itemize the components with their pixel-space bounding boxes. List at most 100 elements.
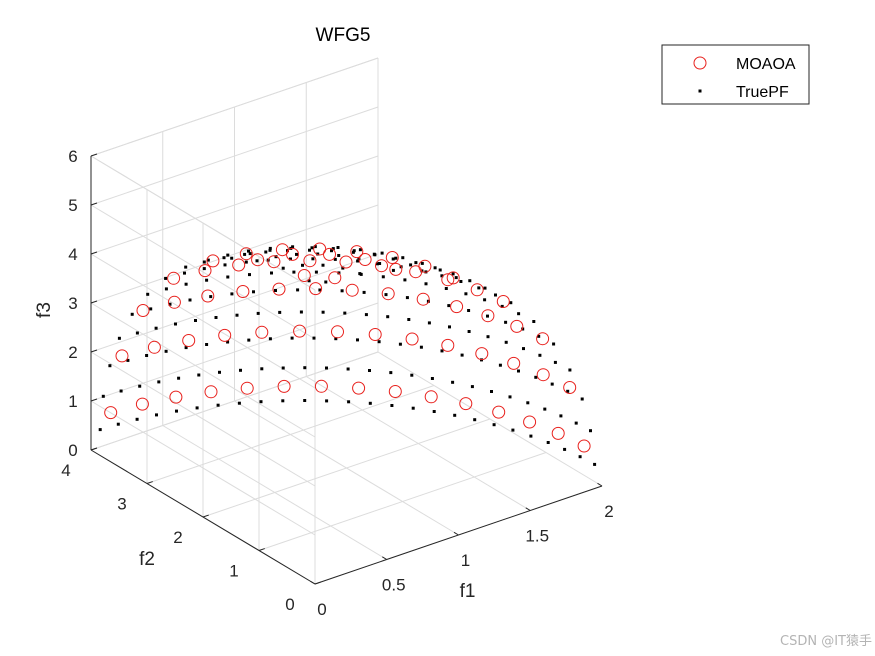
x-tick (597, 482, 603, 487)
z-tick (90, 398, 98, 402)
truepf-point (164, 349, 168, 353)
moaoa-point (441, 273, 455, 287)
truepf-point (321, 263, 325, 267)
grid-lines (90, 57, 603, 585)
truepf-point (334, 337, 338, 341)
z-tick (90, 300, 98, 304)
truepf-point (308, 248, 311, 252)
truepf-point (205, 343, 209, 346)
truepf-point (473, 418, 477, 422)
moaoa-point (331, 325, 344, 339)
truepf-point (310, 246, 314, 250)
x-tick-label: 0.5 (382, 576, 406, 595)
truepf-point (303, 399, 307, 402)
truepf-point (351, 250, 355, 254)
moaoa-point (536, 332, 550, 346)
moaoa-point (135, 397, 149, 411)
moaoa-point (267, 255, 281, 269)
grid-line (90, 204, 379, 304)
truepf-point (331, 247, 335, 251)
grid-line (202, 418, 491, 518)
truepf-point (494, 293, 497, 297)
grid-line (90, 106, 379, 206)
moaoa-point (293, 324, 307, 338)
truepf-point (149, 307, 153, 311)
grid-line (90, 155, 379, 255)
truepf-point (325, 399, 329, 403)
truepf-point (281, 399, 285, 403)
truepf-point (433, 266, 437, 270)
truepf-point (440, 349, 444, 353)
z-tick-label: 4 (68, 245, 77, 264)
truepf-point (206, 258, 210, 262)
grid-line (90, 302, 379, 402)
truepf-point (574, 421, 578, 425)
moaoa-point (492, 405, 506, 419)
truepf-point (117, 336, 121, 340)
truepf-point (391, 268, 395, 272)
truepf-point (274, 255, 278, 259)
moaoa-point (303, 254, 317, 268)
moaoa-point (313, 242, 327, 256)
truepf-point (247, 338, 251, 342)
moaoa-point (385, 251, 399, 264)
truepf-point (444, 287, 448, 290)
truepf-point (248, 252, 252, 256)
grid-line (90, 204, 316, 340)
moaoa-point (345, 283, 359, 297)
truepf-point (301, 263, 304, 267)
truepf-point (230, 292, 234, 296)
moaoa-point (389, 262, 403, 276)
moaoa-point (167, 271, 181, 285)
truepf-point (290, 336, 294, 340)
grid-line (90, 302, 316, 438)
legend-label-truepf: TruePF (736, 84, 789, 101)
x-tick (453, 531, 459, 536)
truepf-point (312, 336, 316, 340)
truepf-point (168, 302, 172, 306)
moaoa-point (309, 282, 323, 296)
legend-marker-moaoa (693, 56, 707, 70)
truepf-point (378, 262, 382, 265)
truepf-point (364, 313, 368, 317)
moaoa-point (536, 368, 550, 382)
truepf-point (209, 295, 213, 299)
x-tick-label: 0 (317, 600, 326, 619)
moaoa-point (182, 334, 196, 347)
moaoa-point (206, 254, 220, 268)
truepf-point (101, 394, 105, 398)
truepf-point (274, 289, 277, 292)
moaoa-point (339, 255, 353, 269)
truepf-point (517, 312, 521, 316)
legend-label-moaoa: MOAOA (736, 56, 796, 73)
truepf-point (580, 397, 584, 401)
truepf-point (188, 298, 192, 302)
moaoa-point (450, 300, 464, 314)
truepf-point (454, 276, 458, 280)
moaoa-point (416, 292, 430, 306)
moaoa-point (115, 349, 129, 363)
moaoa-point (375, 259, 388, 273)
moaoa-point (297, 269, 311, 282)
truepf-point (380, 251, 384, 255)
truepf-point (522, 347, 525, 351)
truepf-point (157, 380, 161, 384)
truepf-point (451, 272, 455, 276)
truepf-point (559, 414, 563, 418)
truepf-point (438, 268, 442, 272)
moaoa-point (405, 332, 419, 346)
truepf-point (205, 278, 209, 282)
truepf-point (532, 320, 536, 323)
truepf-point (303, 366, 307, 370)
truepf-point (307, 279, 311, 283)
truepf-point (268, 248, 272, 252)
legend-marker-truepf (698, 89, 702, 93)
truepf-point (119, 389, 123, 393)
truepf-point (552, 342, 556, 346)
truepf-point (255, 259, 259, 263)
truepf-point (126, 358, 130, 362)
truepf-point (467, 309, 471, 312)
z-tick (90, 447, 98, 451)
z-tick-label: 1 (68, 392, 77, 411)
truepf-point (333, 257, 337, 261)
